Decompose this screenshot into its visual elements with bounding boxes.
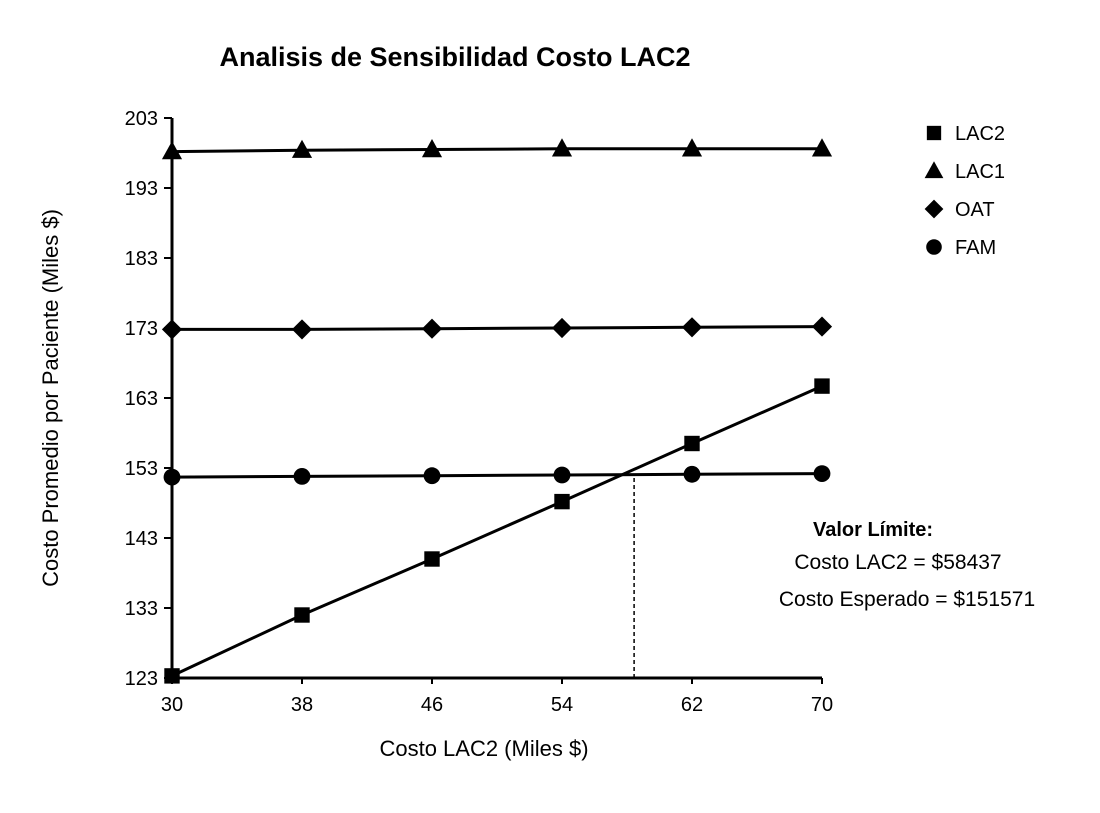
series-line-fam <box>171 472 823 479</box>
legend-label-lac1: LAC1 <box>955 161 1005 183</box>
point-lac1 <box>291 139 313 158</box>
legend-marker-fam <box>926 239 942 255</box>
x-ticks: 30 38 46 54 62 70 <box>161 678 833 716</box>
series-lac2 <box>164 378 830 684</box>
y-tick-label: 143 <box>125 528 158 550</box>
x-tick-label: 46 <box>421 694 443 716</box>
point-lac2 <box>684 435 700 452</box>
series-line-oat <box>172 325 823 331</box>
series-line-lac2 <box>171 384 823 678</box>
y-axis-label: Costo Promedio por Paciente (Miles $) <box>38 209 63 587</box>
point-lac2 <box>294 607 310 623</box>
point-oat <box>161 319 183 340</box>
y-tick-label: 193 <box>125 178 158 200</box>
plot-area: 123 133 143 153 163 173 183 193 203 30 38 46 54 62 70 <box>125 108 834 716</box>
legend-label-fam: FAM <box>955 237 996 259</box>
series-oat <box>161 316 833 340</box>
x-tick-label: 62 <box>681 694 703 716</box>
point-lac2 <box>424 551 440 567</box>
x-tick-label: 30 <box>161 694 183 716</box>
threshold-annotation: Valor Límite: Costo LAC2 = $58437 Costo … <box>779 519 1035 611</box>
y-tick-label: 153 <box>125 458 158 480</box>
legend-marker-lac1 <box>924 161 944 179</box>
legend: LAC2 LAC1 OAT FAM <box>924 123 1005 259</box>
annotation-line-2: Costo Esperado = $151571 <box>779 588 1035 611</box>
series-lac1 <box>161 138 833 160</box>
point-oat <box>291 319 313 340</box>
point-fam <box>163 468 181 486</box>
x-tick-label: 70 <box>811 694 833 716</box>
legend-label-oat: OAT <box>955 199 995 221</box>
y-tick-label: 173 <box>125 318 158 340</box>
point-oat <box>681 317 703 338</box>
point-lac1 <box>421 139 443 158</box>
series-fam <box>163 465 831 486</box>
series-line-lac1 <box>171 147 822 154</box>
point-lac2 <box>554 493 570 510</box>
y-ticks: 123 133 143 153 163 173 183 193 203 <box>125 108 172 690</box>
y-tick-label: 133 <box>125 598 158 620</box>
annotation-heading: Valor Límite: <box>813 519 933 541</box>
point-oat <box>551 317 573 339</box>
chart-title: Analisis de Sensibilidad Costo LAC2 <box>219 42 690 72</box>
point-lac1 <box>161 141 183 160</box>
point-lac2 <box>814 378 830 394</box>
y-tick-label: 203 <box>125 108 158 130</box>
annotation-line-1: Costo LAC2 = $58437 <box>794 551 1001 574</box>
point-oat <box>811 316 833 337</box>
x-axis-label: Costo LAC2 (Miles $) <box>379 736 588 761</box>
point-fam <box>293 468 311 485</box>
series-group <box>161 138 833 684</box>
point-fam <box>553 466 571 484</box>
point-lac1 <box>551 138 573 157</box>
y-tick-label: 183 <box>125 248 158 270</box>
x-tick-label: 54 <box>551 694 573 716</box>
point-fam <box>423 467 441 485</box>
x-tick-label: 38 <box>291 694 313 716</box>
point-lac1 <box>681 138 703 157</box>
point-fam <box>813 465 831 482</box>
legend-marker-lac2 <box>926 125 942 141</box>
point-lac2 <box>164 668 180 684</box>
point-oat <box>421 318 443 339</box>
point-lac1 <box>811 138 833 157</box>
y-tick-label: 163 <box>125 388 158 410</box>
y-tick-label: 123 <box>125 668 158 690</box>
point-fam <box>683 465 701 483</box>
legend-marker-oat <box>924 199 944 219</box>
legend-label-lac2: LAC2 <box>955 123 1005 145</box>
